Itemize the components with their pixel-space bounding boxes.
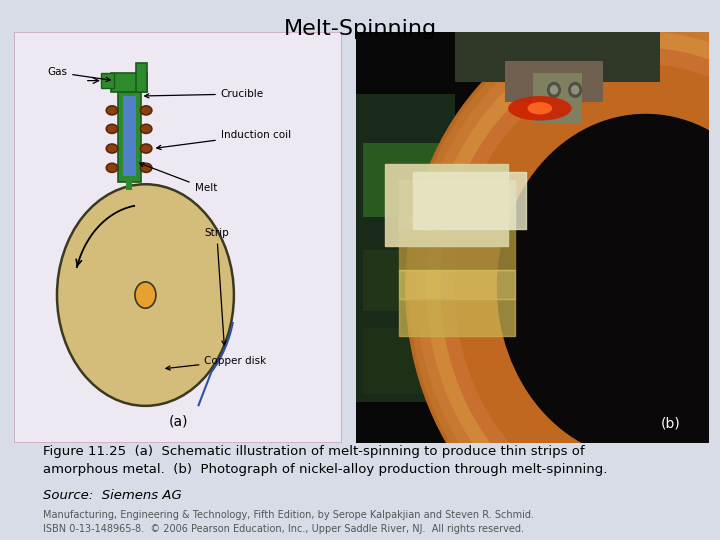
FancyBboxPatch shape: [356, 94, 455, 402]
FancyBboxPatch shape: [122, 96, 135, 176]
Text: Gas: Gas: [48, 68, 110, 82]
Ellipse shape: [107, 124, 118, 133]
Circle shape: [569, 83, 582, 97]
Circle shape: [135, 282, 156, 308]
Text: (a): (a): [168, 414, 188, 428]
FancyBboxPatch shape: [364, 250, 441, 312]
Ellipse shape: [528, 102, 552, 114]
Polygon shape: [413, 172, 526, 230]
FancyBboxPatch shape: [364, 143, 441, 217]
Ellipse shape: [140, 124, 152, 133]
Ellipse shape: [107, 106, 118, 115]
Text: (b): (b): [661, 416, 681, 430]
Circle shape: [455, 65, 720, 509]
Ellipse shape: [140, 144, 152, 153]
FancyBboxPatch shape: [505, 61, 603, 102]
Circle shape: [548, 83, 560, 97]
Circle shape: [409, 12, 720, 540]
FancyBboxPatch shape: [111, 73, 147, 92]
Ellipse shape: [140, 106, 152, 115]
FancyBboxPatch shape: [135, 63, 147, 92]
Ellipse shape: [107, 144, 118, 153]
Polygon shape: [399, 180, 516, 230]
Polygon shape: [399, 271, 516, 299]
Polygon shape: [399, 230, 516, 271]
Polygon shape: [399, 299, 516, 336]
Circle shape: [57, 184, 234, 406]
FancyBboxPatch shape: [126, 181, 132, 191]
Text: Melt-Spinning: Melt-Spinning: [284, 19, 436, 39]
Circle shape: [441, 49, 720, 525]
Text: Manufacturing, Engineering & Technology, Fifth Edition, by Serope Kalpakjian and: Manufacturing, Engineering & Technology,…: [43, 510, 534, 534]
Text: Strip: Strip: [204, 228, 229, 345]
Text: Crucible: Crucible: [145, 89, 264, 99]
Text: Melt: Melt: [140, 163, 217, 193]
Text: Source:  Siemens AG: Source: Siemens AG: [43, 489, 182, 502]
Text: Figure 11.25  (a)  Schematic illustration of melt-spinning to produce thin strip: Figure 11.25 (a) Schematic illustration …: [43, 446, 608, 476]
Text: Copper disk: Copper disk: [166, 356, 266, 370]
FancyBboxPatch shape: [455, 32, 660, 82]
FancyBboxPatch shape: [102, 73, 114, 88]
Text: Induction coil: Induction coil: [157, 130, 291, 150]
FancyBboxPatch shape: [356, 32, 709, 443]
FancyBboxPatch shape: [14, 32, 342, 443]
Ellipse shape: [508, 96, 572, 120]
FancyBboxPatch shape: [364, 328, 441, 394]
Circle shape: [416, 20, 720, 540]
Circle shape: [406, 8, 720, 540]
Circle shape: [427, 32, 720, 540]
Circle shape: [551, 86, 557, 94]
Polygon shape: [384, 164, 508, 246]
FancyBboxPatch shape: [533, 73, 582, 123]
FancyBboxPatch shape: [117, 92, 140, 182]
Circle shape: [498, 114, 720, 459]
Circle shape: [572, 86, 579, 94]
Ellipse shape: [107, 163, 118, 172]
Ellipse shape: [140, 163, 152, 172]
